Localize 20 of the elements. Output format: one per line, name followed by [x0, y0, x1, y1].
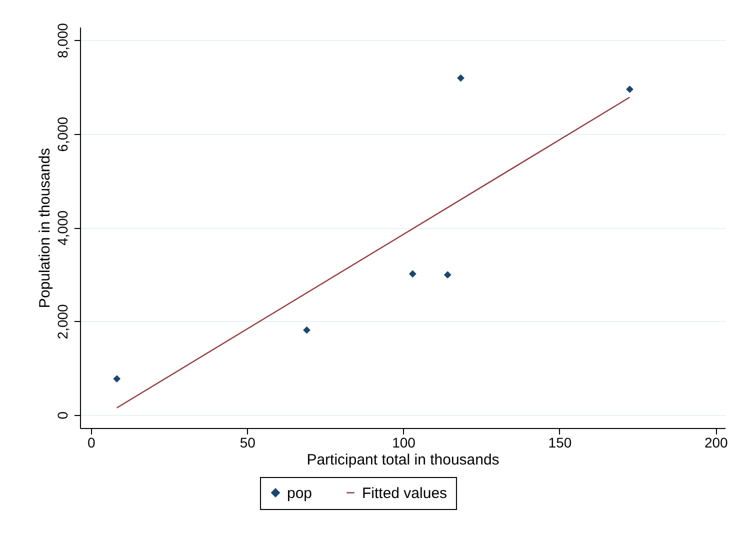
y-tick-label: 0	[54, 411, 70, 420]
x-tick-label: 200	[704, 434, 728, 450]
point	[626, 86, 634, 94]
point	[408, 270, 416, 278]
point	[457, 74, 464, 82]
y-tick-label: 4,000	[54, 210, 70, 246]
x-axis-title: Participant total in thousands	[306, 452, 500, 468]
x-tick-label: 0	[88, 434, 96, 450]
legend-label: pop	[287, 484, 312, 502]
y-tick-label: 6,000	[54, 116, 70, 152]
y-axis-title: Population in thousands	[36, 148, 54, 308]
y-tick-label: 2,000	[54, 304, 70, 340]
y-tick-label: 8,000	[54, 22, 70, 58]
x-tick-label: 150	[548, 434, 572, 450]
x-tick-label: 100	[392, 434, 416, 450]
point	[113, 375, 121, 383]
legend-label: Fitted values	[362, 484, 448, 502]
point	[444, 271, 452, 279]
point	[303, 326, 310, 334]
x-tick-label: 50	[240, 434, 256, 450]
